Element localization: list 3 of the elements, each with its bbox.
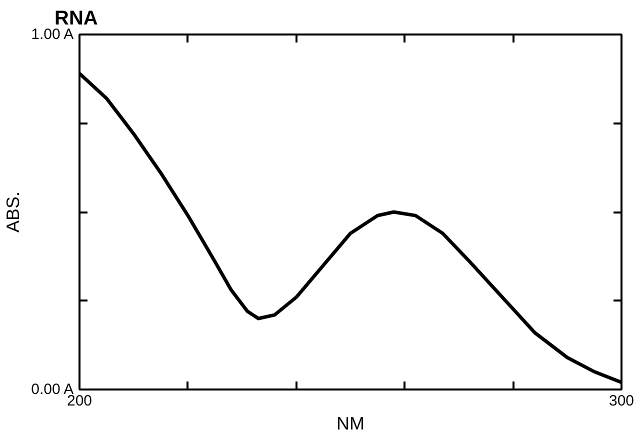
- x-axis-title: NM: [336, 414, 365, 434]
- y-axis-title: ABS.: [3, 191, 24, 233]
- x-tick-label: 300: [608, 392, 634, 410]
